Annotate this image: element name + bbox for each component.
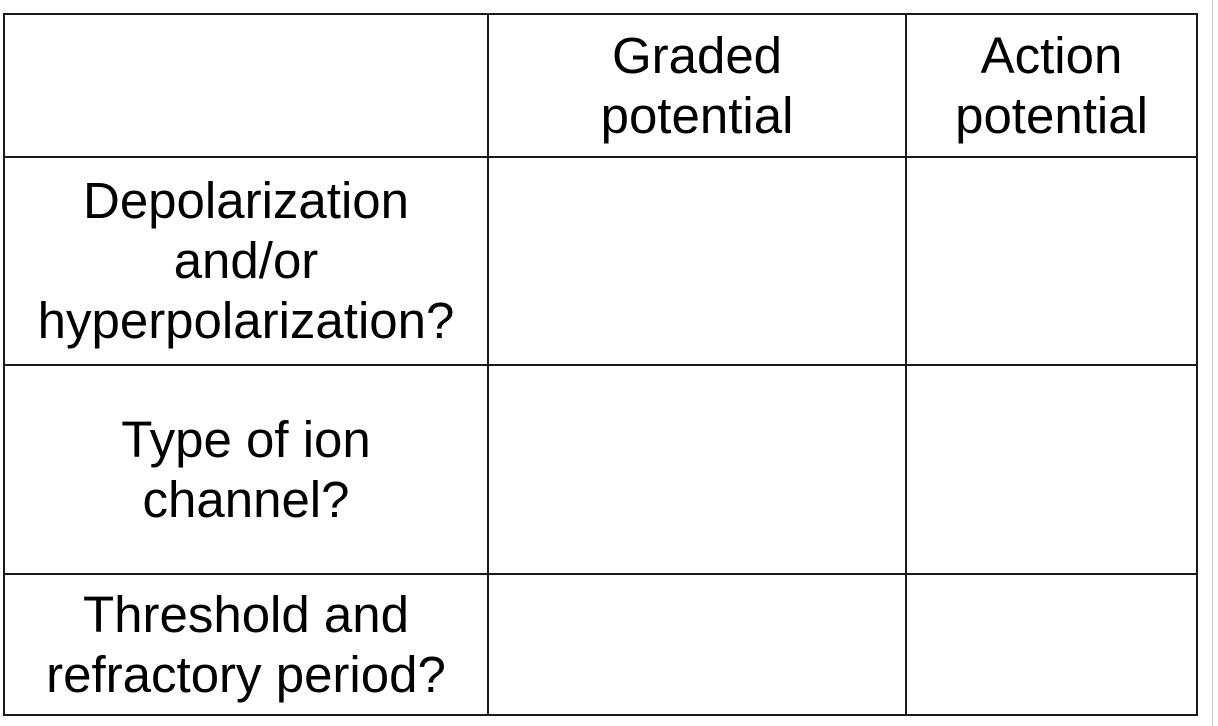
table-row: Type of ion channel? bbox=[3, 364, 1198, 575]
header-graded-potential: Graded potential bbox=[487, 13, 907, 158]
row-label-polarization: Depolarization and/or hyperpolarization? bbox=[3, 156, 489, 366]
row-label-ion-channel: Type of ion channel? bbox=[3, 364, 489, 575]
comparison-table: Graded potential Action potential Depola… bbox=[3, 13, 1198, 716]
row-label-threshold: Threshold and refractory period? bbox=[3, 573, 489, 716]
cell-action-polarization[interactable] bbox=[905, 156, 1198, 366]
page-edge-divider bbox=[1212, 0, 1213, 726]
header-row: Graded potential Action potential bbox=[3, 13, 1198, 158]
header-action-potential: Action potential bbox=[905, 13, 1198, 158]
table-row: Threshold and refractory period? bbox=[3, 573, 1198, 716]
cell-graded-polarization[interactable] bbox=[487, 156, 907, 366]
table-row: Depolarization and/or hyperpolarization? bbox=[3, 156, 1198, 366]
header-corner-cell bbox=[3, 13, 489, 158]
cell-action-ion-channel[interactable] bbox=[905, 364, 1198, 575]
cell-action-threshold[interactable] bbox=[905, 573, 1198, 716]
cell-graded-ion-channel[interactable] bbox=[487, 364, 907, 575]
cell-graded-threshold[interactable] bbox=[487, 573, 907, 716]
